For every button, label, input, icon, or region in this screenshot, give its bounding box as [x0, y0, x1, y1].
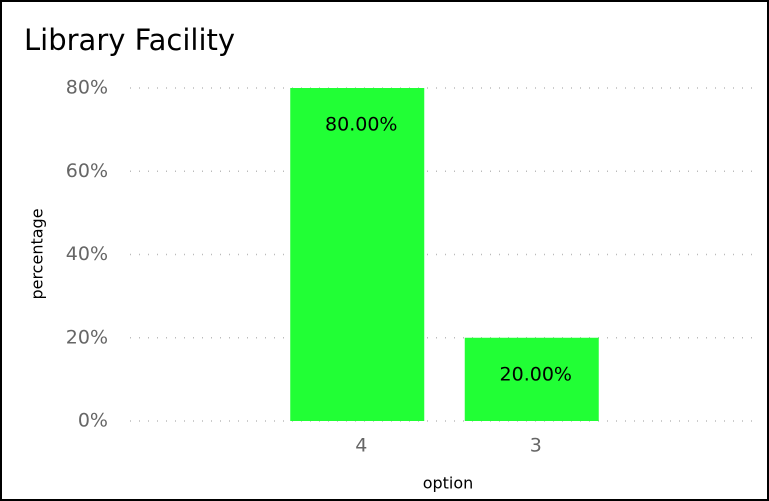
x-axis-label: option — [423, 474, 474, 493]
y-tick-label: 80% — [66, 77, 108, 99]
x-tick-label: 4 — [355, 435, 367, 457]
x-tick-label: 3 — [530, 435, 542, 457]
bar — [290, 88, 425, 421]
y-tick-label: 0% — [78, 410, 108, 432]
y-tick-label: 40% — [66, 243, 108, 265]
value-label: 80.00% — [325, 114, 397, 136]
y-tick-label: 60% — [66, 160, 108, 182]
y-tick-label: 20% — [66, 326, 108, 348]
chart-title: Library Facility — [24, 23, 235, 57]
value-label: 20.00% — [500, 363, 572, 385]
bar — [464, 337, 599, 421]
y-axis-label: percentage — [28, 208, 47, 299]
